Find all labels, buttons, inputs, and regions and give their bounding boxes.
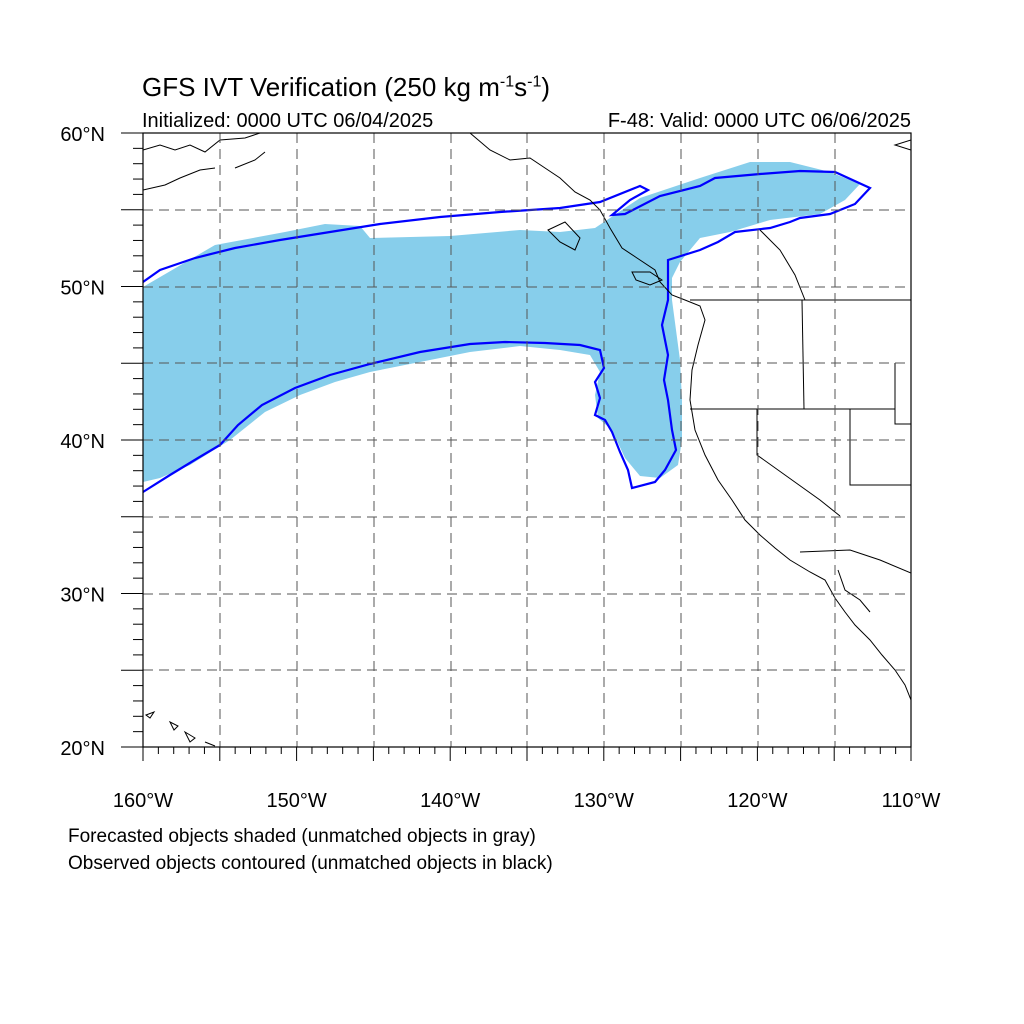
initialized-time: Initialized: 0000 UTC 06/04/2025 [142, 110, 434, 132]
lat-tick-label: 60°N [60, 124, 105, 146]
gridlines [143, 133, 911, 747]
lon-tick-label: 150°W [266, 790, 326, 812]
observed-ivt-contour [143, 169, 872, 493]
lat-tick-label: 30°N [60, 585, 105, 607]
forecast-ivt-object [143, 162, 860, 482]
plot-title: GFS IVT Verification (250 kg m-1s-1) [142, 72, 551, 102]
lon-tick-label: 110°W [882, 790, 941, 812]
lat-tick-label: 20°N [60, 738, 105, 760]
lon-tick-label: 140°W [420, 790, 480, 812]
lon-tick-label: 120°W [727, 790, 787, 812]
lon-labels: 160°W 150°W 140°W 130°W 120°W 110°W [113, 790, 941, 812]
lon-tick-label: 160°W [113, 790, 173, 812]
lat-tick-label: 40°N [60, 431, 105, 453]
valid-time: F-48: Valid: 0000 UTC 06/06/2025 [607, 110, 911, 132]
axis-ticks [121, 132, 912, 761]
lat-labels: 60°N 50°N 40°N 30°N 20°N [60, 124, 105, 760]
lon-tick-label: 130°W [574, 790, 634, 812]
lat-tick-label: 50°N [60, 278, 105, 300]
footer-forecast-note: Forecasted objects shaded (unmatched obj… [68, 826, 536, 847]
footer-observed-note: Observed objects contoured (unmatched ob… [68, 853, 553, 874]
